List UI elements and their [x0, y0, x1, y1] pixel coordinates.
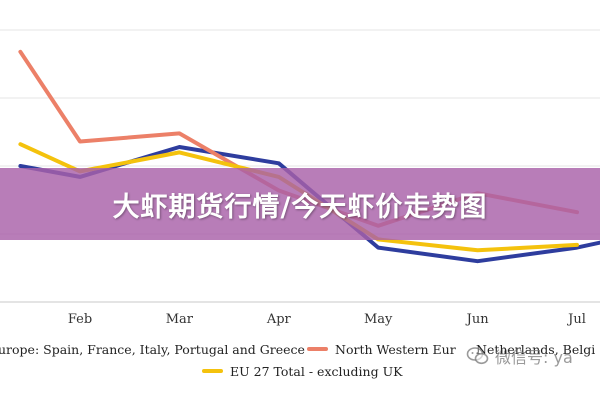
watermark: 微信号: ya — [466, 342, 573, 370]
x-tick-label: May — [364, 312, 393, 327]
legend: urope: Spain, France, Italy, Portugal an… — [0, 342, 595, 379]
wechat-icon — [466, 347, 489, 365]
x-tick-label: Jun — [465, 312, 490, 327]
x-axis-ticks: Feb Mar Apr May Jun Jul — [68, 312, 586, 327]
legend-label: EU 27 Total - excluding UK — [230, 364, 403, 379]
x-tick-label: Mar — [166, 312, 194, 327]
title-banner: 大虾期货行情/今天虾价走势图 — [0, 168, 600, 240]
gridlines — [0, 29, 600, 303]
x-tick-label: Apr — [266, 312, 292, 327]
legend-label: urope: Spain, France, Italy, Portugal an… — [0, 342, 305, 357]
legend-label-tail: Netherlands, Belgi — [476, 342, 595, 357]
banner-title: 大虾期货行情/今天虾价走势图 — [112, 191, 488, 223]
x-tick-label: Jul — [566, 312, 586, 327]
legend-label: North Western Eur — [335, 342, 456, 357]
watermark-text: 微信号: ya — [495, 348, 573, 367]
x-tick-label: Feb — [68, 312, 92, 327]
